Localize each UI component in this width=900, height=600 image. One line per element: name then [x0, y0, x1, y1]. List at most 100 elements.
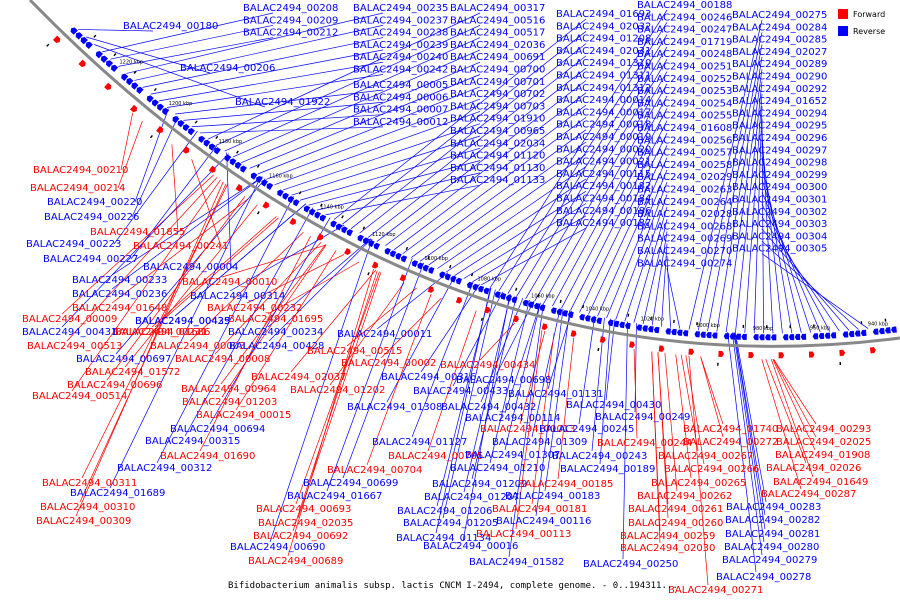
reverse-gene-label: BALAC2494_00184: [556, 194, 651, 205]
legend-forward-label: Forward: [853, 10, 885, 19]
reverse-gene-label: BALAC2494_00234: [228, 327, 323, 338]
kbp-tick-label: 1120 kbp: [372, 232, 396, 238]
reverse-gene-label: BALAC2494_02036: [450, 40, 545, 51]
reverse-gene-feature: [319, 214, 327, 222]
label-connector: [734, 332, 766, 530]
label-connector: [744, 93, 763, 333]
reverse-gene-label: BALAC2494_00238: [353, 28, 448, 39]
reverse-gene-feature: [235, 161, 242, 170]
reverse-gene-feature: [677, 329, 683, 336]
label-connector: [462, 294, 511, 542]
reverse-gene-label: BALAC2494_00283: [726, 502, 821, 513]
reverse-gene-label: BALAC2494_00239: [353, 40, 448, 51]
reverse-gene-label: BALAC2494_00303: [732, 219, 827, 230]
kbp-tick-label: 1220 kbp: [120, 59, 144, 65]
reverse-gene-feature: [439, 271, 446, 279]
reverse-gene-feature: [293, 199, 300, 207]
reverse-gene-feature: [287, 196, 295, 204]
label-connector: [249, 74, 481, 169]
forward-gene-label: BALAC2494_00241: [133, 241, 228, 252]
forward-gene-label: BALAC2494_00244: [597, 438, 692, 449]
reverse-gene-feature: [694, 331, 701, 338]
kbp-tick-label: 1080 kbp: [477, 276, 501, 282]
reverse-gene-label: BALAC2494_01667: [287, 491, 382, 502]
label-connector: [700, 356, 724, 438]
reverse-gene-label: BALAC2494_01308: [347, 402, 442, 413]
reverse-gene-label: BALAC2494_00021: [556, 157, 651, 168]
reverse-gene-label: BALAC2494_00263: [637, 185, 732, 196]
label-connector: [463, 203, 587, 279]
label-connector: [342, 262, 425, 479]
reverse-gene-label: BALAC2494_00304: [732, 231, 827, 242]
forward-gene-label: BALAC2494_00692: [253, 531, 348, 542]
forward-gene-feature: [208, 165, 216, 173]
forward-gene-feature: [839, 349, 846, 357]
reverse-gene-label: BALAC2494_00703: [450, 101, 545, 112]
reverse-gene-label: BALAC2494_00227: [43, 254, 138, 265]
reverse-gene-feature: [100, 55, 109, 63]
forward-gene-feature: [869, 347, 876, 354]
forward-gene-feature: [399, 274, 406, 282]
reverse-gene-feature: [550, 307, 557, 315]
kbp-tick-label: 1020 kbp: [641, 317, 665, 323]
reverse-gene-feature: [556, 308, 563, 316]
reverse-gene-label: BALAC2494_01719: [637, 37, 732, 48]
reverse-gene-feature: [794, 333, 801, 341]
label-connector: [454, 190, 587, 276]
label-connector: [79, 183, 227, 503]
reverse-gene-feature: [818, 332, 825, 340]
reverse-gene-feature: [80, 37, 88, 45]
reverse-gene-label: BALAC2494_00282: [725, 515, 820, 526]
label-connector: [634, 323, 637, 413]
reverse-gene-label: BALAC2494_00017: [556, 107, 651, 118]
reverse-gene-feature: [878, 327, 885, 335]
reverse-gene-feature: [395, 252, 402, 260]
track-tick: [582, 305, 585, 309]
reverse-gene-label: BALAC2494_01307: [465, 450, 560, 461]
label-connector: [688, 355, 709, 586]
gene-feature-track: [46, 27, 897, 366]
track-tick: [256, 211, 260, 215]
reverse-gene-label: BALAC2494_01310: [556, 58, 651, 69]
label-connector: [480, 297, 524, 403]
label-connector: [269, 239, 373, 543]
label-connector: [599, 318, 611, 465]
reverse-gene-label: BALAC2494_00274: [637, 258, 732, 269]
label-connector: [525, 59, 668, 300]
reverse-gene-label: BALAC2494_00285: [732, 35, 827, 46]
label-connector: [543, 83, 668, 304]
reverse-gene-feature: [85, 41, 93, 50]
label-connector: [761, 241, 859, 330]
reverse-gene-feature: [500, 293, 507, 300]
legend: Forward Reverse: [838, 9, 885, 36]
label-connector: [772, 359, 816, 451]
reverse-gene-feature: [341, 226, 348, 234]
label-connector: [606, 169, 668, 319]
reverse-gene-feature: [723, 333, 730, 340]
reverse-gene-label: BALAC2494_00697: [76, 354, 171, 365]
kbp-tick-label: 1180 kbp: [219, 139, 243, 145]
label-connector: [199, 126, 384, 134]
label-connector: [78, 29, 154, 32]
kbp-tick-label: 1040 kbp: [586, 307, 610, 313]
legend-reverse-label: Reverse: [853, 27, 885, 36]
reverse-gene-feature: [373, 242, 381, 250]
label-connector: [419, 141, 587, 262]
reverse-gene-label: BALAC2494_00435: [135, 316, 230, 327]
forward-gene-label: BALAC2494_02030: [620, 543, 715, 554]
reverse-gene-feature: [665, 328, 671, 335]
reverse-gene-label: BALAC2494_00246: [637, 12, 732, 23]
reverse-gene-feature: [214, 147, 221, 155]
reverse-gene-label: BALAC2494_00233: [72, 275, 167, 286]
label-connector: [531, 333, 555, 505]
reverse-gene-label: BALAC2494_00183: [505, 491, 600, 502]
reverse-gene-label: BALAC2494_00114: [465, 413, 560, 424]
label-connector: [675, 354, 692, 479]
reverse-gene-label: BALAC2494_00296: [732, 133, 827, 144]
reverse-gene-label: BALAC2494_00220: [47, 197, 142, 208]
label-connector: [666, 268, 681, 329]
reverse-gene-feature: [368, 240, 375, 248]
label-connector: [624, 194, 668, 322]
forward-gene-label: BALAC2494_00265: [651, 478, 746, 489]
reverse-gene-label: BALAC2494_00264: [637, 197, 732, 208]
